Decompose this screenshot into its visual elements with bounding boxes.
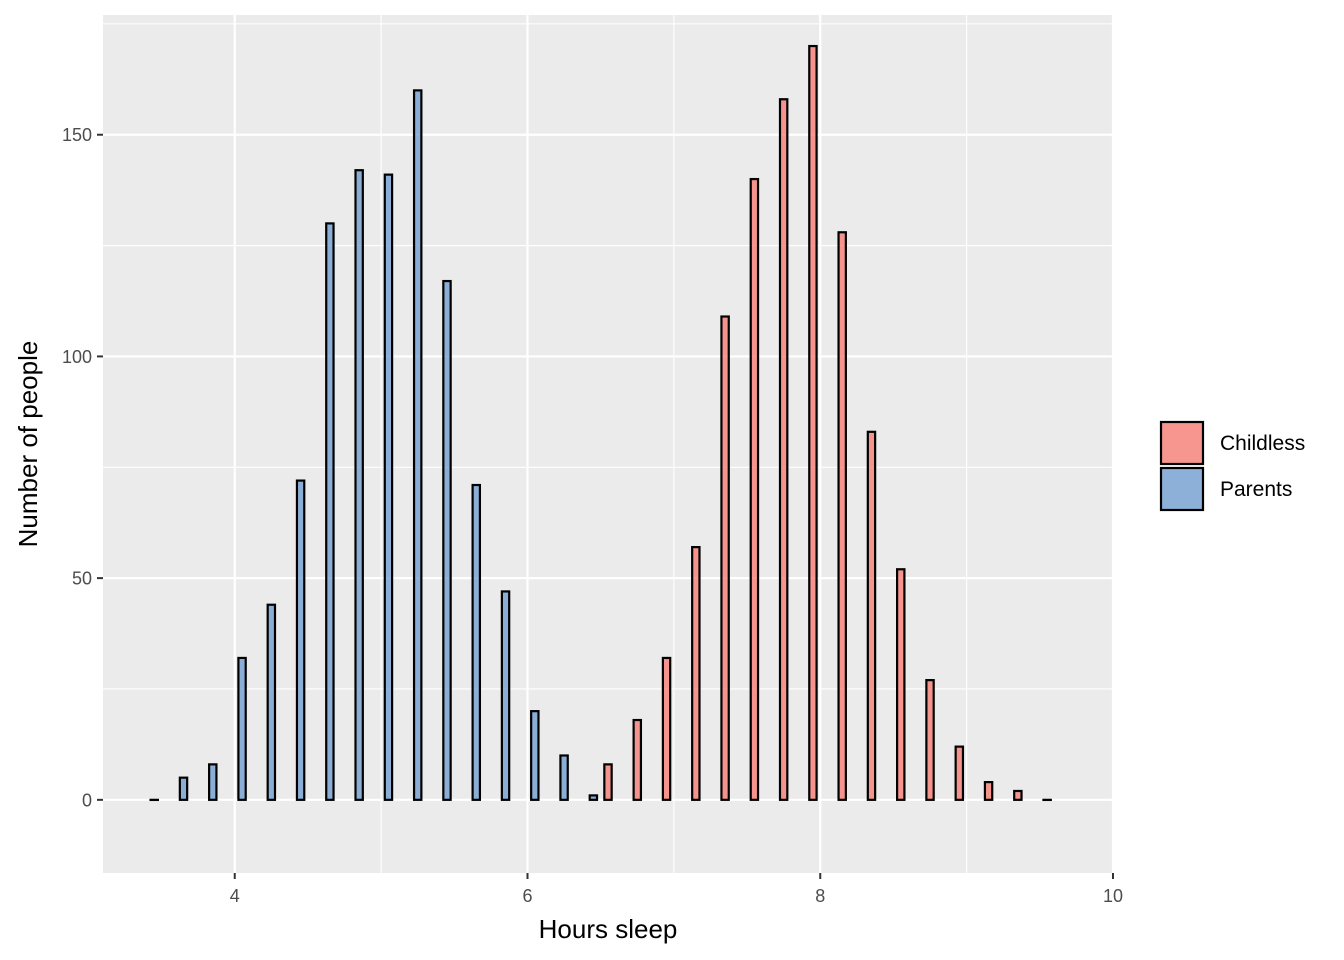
y-tick-label: 50 <box>72 569 92 589</box>
bar-childless <box>603 763 613 801</box>
bar-childless <box>661 656 672 801</box>
bar-parents <box>178 776 189 801</box>
bar-childless <box>749 177 760 801</box>
bar-parents <box>383 173 394 801</box>
y-tick-label: 100 <box>62 347 92 367</box>
bar-childless <box>895 568 906 801</box>
y-tick-label: 0 <box>82 790 92 810</box>
bar-childless <box>691 545 701 801</box>
bar-parents <box>237 656 247 801</box>
bar-parents <box>442 279 452 801</box>
bar-childless <box>1013 789 1023 801</box>
bar-childless <box>983 781 994 801</box>
bar-parents <box>500 590 511 801</box>
x-tick-label: 10 <box>1103 886 1123 906</box>
x-tick-label: 4 <box>230 886 240 906</box>
bar-childless <box>866 430 877 801</box>
bar-parents <box>530 710 540 801</box>
legend: Childless Parents <box>1159 420 1305 512</box>
bar-parents <box>325 222 335 801</box>
bar-childless <box>837 231 847 801</box>
bar-parents <box>471 483 482 801</box>
bar-parents <box>208 763 218 801</box>
legend-label: Childless <box>1220 432 1305 455</box>
legend-item-parents: Parents <box>1159 466 1292 512</box>
bar-parents <box>295 479 306 801</box>
bar-parents <box>354 169 364 801</box>
bar-childless <box>778 98 789 801</box>
legend-label: Parents <box>1220 478 1292 501</box>
bars <box>149 44 1052 802</box>
y-tick-label: 150 <box>62 125 92 145</box>
x-axis: 4 6 8 10 <box>230 873 1123 906</box>
bar-parents <box>588 794 599 801</box>
x-tick-label: 6 <box>522 886 532 906</box>
bar-parents <box>412 89 423 801</box>
series-parents <box>149 89 599 802</box>
series-childless <box>603 44 1052 802</box>
legend-key-swatch <box>1159 420 1205 466</box>
bar-childless <box>632 718 643 801</box>
bar-childless <box>808 44 818 801</box>
x-tick-label: 8 <box>815 886 825 906</box>
plot-panel <box>103 15 1113 873</box>
legend-item-childless: Childless <box>1159 420 1305 466</box>
bar-parents <box>559 754 569 801</box>
bar-childless <box>720 315 730 801</box>
legend-key-swatch <box>1159 466 1205 512</box>
y-axis: 0 50 100 150 <box>62 125 103 810</box>
bar-childless <box>925 679 935 801</box>
bar-parents <box>266 603 277 801</box>
x-axis-title: Hours sleep <box>539 914 678 944</box>
y-axis-title: Number of people <box>13 341 43 548</box>
bar-childless <box>954 745 965 801</box>
